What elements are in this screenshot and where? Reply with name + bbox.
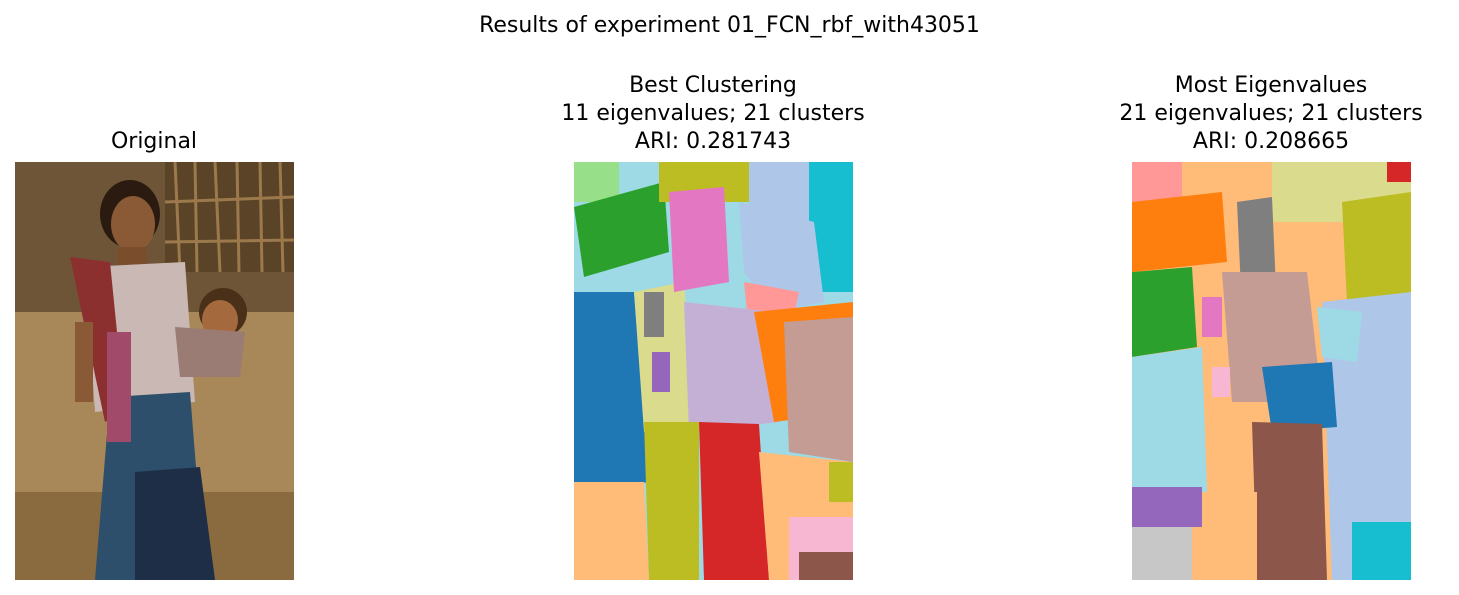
best-title-line-1: Best Clustering bbox=[629, 73, 797, 98]
most-title-line-1: Most Eigenvalues bbox=[1174, 73, 1368, 98]
best-clustering-image bbox=[574, 162, 853, 580]
best-title-line-2: 11 eigenvalues; 21 clusters bbox=[561, 101, 865, 126]
most-eigenvalues-image bbox=[1132, 162, 1411, 580]
original-title: Original bbox=[110, 129, 198, 154]
most-title-line-2: 21 eigenvalues; 21 clusters bbox=[1119, 101, 1423, 126]
most-title-line-3: ARI: 0.208665 bbox=[1192, 129, 1350, 154]
figure-title: Results of experiment 01_FCN_rbf_with430… bbox=[479, 13, 980, 38]
original-image bbox=[15, 162, 294, 580]
best-title-line-3: ARI: 0.281743 bbox=[634, 129, 792, 154]
